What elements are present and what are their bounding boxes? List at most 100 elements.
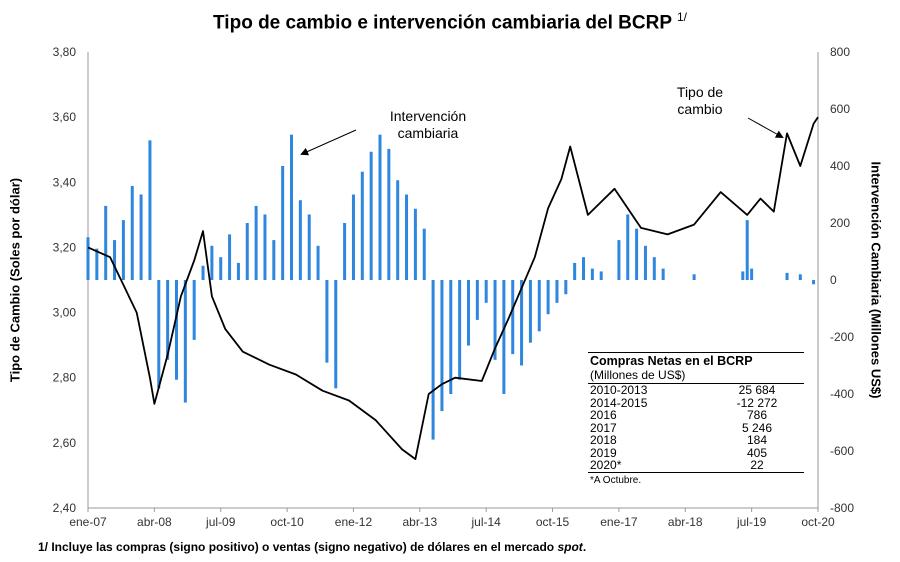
intervention-bar [546,280,550,315]
intervention-bar [210,245,214,280]
intervention-bar [555,280,559,303]
intervention-bar [307,214,311,280]
summary-table-label: 2017 [590,420,617,435]
y-right-tick-label: 0 [830,273,837,287]
y-right-tick-label: -200 [830,330,854,344]
summary-table-row: 2018 184 [588,434,804,447]
intervention-bar [174,280,178,380]
arrow-intervencion [300,129,357,156]
y-left-tick-label: 2,60 [53,436,77,450]
intervention-bar [272,240,276,280]
summary-table-row: 2010-2013 25 684 [588,384,804,397]
intervention-bar [95,248,99,280]
summary-table-value: -12 272 [736,395,778,410]
intervention-bar [325,280,329,363]
intervention-bar [245,223,249,280]
annotation-intervencion: Intervención cambiaria [389,108,467,141]
y-right-tick-label: 600 [830,102,850,116]
intervention-bar [573,262,577,280]
x-tick-label: jul-09 [205,515,236,529]
intervention-bar [440,280,444,412]
y-right-tick-label: 400 [830,159,850,173]
intervention-bar [148,140,152,280]
intervention-bar [484,280,488,303]
x-tick-label: ene-12 [335,515,373,529]
y-right-tick-label: -400 [830,387,854,401]
intervention-bar [183,280,187,403]
intervention-bar [528,280,532,343]
intervention-bar [692,274,696,280]
intervention-bar [121,220,125,280]
summary-table-row: 2014-2015 -12 272 [588,395,804,410]
intervention-bar [431,280,435,440]
intervention-bar [475,280,479,320]
intervention-bar [166,280,170,360]
intervention-bar [343,223,347,280]
intervention-bar [369,151,373,280]
summary-table: Compras Netas en el BCRP (Millones de US… [588,352,804,488]
intervention-bar [236,262,240,280]
x-tick-label: oct-20 [801,515,835,529]
summary-table-label: 2014-2015 [590,395,648,410]
intervention-bar [157,280,161,389]
summary-table-value: 184 [746,433,768,447]
x-tick-label: oct-10 [270,515,304,529]
annotation-tipo-cambio: Tipo de cambio [676,84,724,117]
x-tick-label: abr-08 [137,515,172,529]
intervention-bar [511,280,515,355]
intervention-bar [502,280,506,394]
y-left-tick-label: 2,40 [53,501,77,515]
intervention-bar [635,228,639,280]
y-left-tick-label: 3,40 [53,175,77,189]
intervention-bar [617,240,621,280]
summary-table-label: 2019 [590,445,617,460]
summary-table-label: 2020* [590,458,622,472]
summary-table-subheader: (Millones de US$) [588,368,804,384]
intervention-bar [334,280,338,389]
intervention-bar [316,245,320,280]
y-right-tick-label: 200 [830,216,850,230]
intervention-bar [228,234,232,280]
intervention-bar [396,180,400,280]
x-tick-label: oct-15 [536,515,570,529]
intervention-bar [493,280,497,360]
intervention-bar [351,194,355,280]
intervention-bar [413,208,417,280]
y-left-tick-label: 3,00 [53,306,77,320]
intervention-bar [537,280,541,332]
intervention-bar [458,280,462,380]
summary-table-value: 405 [746,445,768,460]
intervention-bar [564,280,568,295]
summary-table-header: Compras Netas en el BCRP [588,352,804,368]
x-tick-label: abr-13 [402,515,437,529]
chart-title: Tipo de cambio e intervención cambiaria … [0,10,900,34]
intervention-bar [812,280,816,285]
arrow-tipo-cambio [747,117,784,138]
intervention-bar [281,166,285,280]
intervention-bar [643,245,647,280]
intervention-bar [254,205,258,280]
y-right-tick-label: -600 [830,444,854,458]
summary-table-value: 5 246 [741,420,773,435]
x-tick-label: jul-19 [736,515,767,529]
summary-table-note: *A Octubre. [590,474,642,486]
intervention-bar [520,280,524,366]
intervention-bar [192,280,196,340]
intervention-bar [405,194,409,280]
intervention-bar [661,268,665,280]
summary-table-value: 786 [746,408,768,422]
y-axis-left-title: Tipo de Cambio (Soles por dólar) [7,177,23,383]
chart-title-note: 1/ [676,10,687,24]
x-tick-label: ene-17 [600,515,638,529]
intervention-bar [582,257,586,280]
y-left-tick-label: 3,60 [53,110,77,124]
intervention-bar [626,214,630,280]
intervention-bar [378,134,382,280]
intervention-bar [298,200,302,280]
intervention-bar [599,271,603,280]
intervention-bar [130,185,134,280]
summary-table-label: 2018 [590,433,617,447]
intervention-bar [113,240,117,280]
y-right-tick-label: -800 [830,501,854,515]
summary-table-row: 2020* 22 [588,459,804,473]
